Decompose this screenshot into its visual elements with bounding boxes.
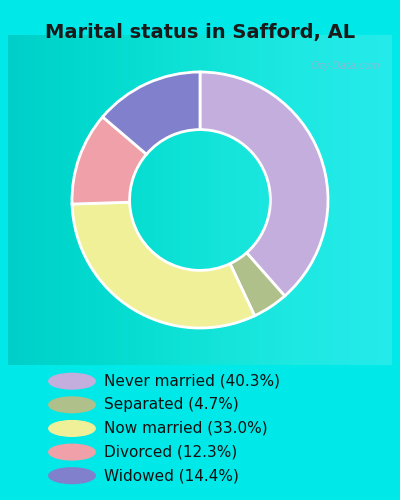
Circle shape bbox=[49, 397, 95, 412]
Text: Widowed (14.4%): Widowed (14.4%) bbox=[104, 468, 239, 483]
Text: Divorced (12.3%): Divorced (12.3%) bbox=[104, 444, 237, 460]
Text: City-Data.com: City-Data.com bbox=[311, 62, 380, 72]
Circle shape bbox=[49, 444, 95, 460]
Circle shape bbox=[49, 374, 95, 389]
Circle shape bbox=[49, 468, 95, 483]
Wedge shape bbox=[200, 72, 328, 296]
Text: Separated (4.7%): Separated (4.7%) bbox=[104, 398, 239, 412]
Text: Marital status in Safford, AL: Marital status in Safford, AL bbox=[45, 23, 355, 42]
Wedge shape bbox=[72, 117, 146, 204]
Text: Now married (33.0%): Now married (33.0%) bbox=[104, 421, 268, 436]
Text: Never married (40.3%): Never married (40.3%) bbox=[104, 374, 280, 388]
Wedge shape bbox=[230, 253, 285, 316]
Circle shape bbox=[49, 420, 95, 436]
Wedge shape bbox=[103, 72, 200, 154]
Wedge shape bbox=[72, 202, 255, 328]
